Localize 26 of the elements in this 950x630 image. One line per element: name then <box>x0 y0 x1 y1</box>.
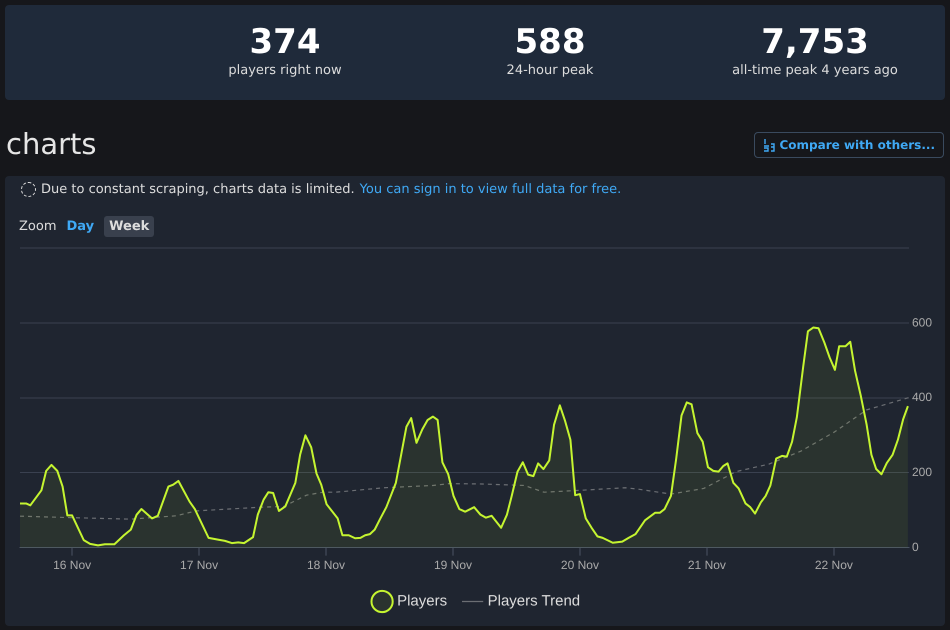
text: 588 <box>514 22 586 62</box>
y-tick-label: 600 <box>912 315 932 330</box>
text: Week <box>104 216 154 237</box>
text: Zoom <box>19 219 56 234</box>
text: 7,753 <box>760 22 870 62</box>
x-tick-label: 19 Nov <box>434 558 472 572</box>
text: You can sign in to view full data for free. <box>360 182 622 197</box>
y-tick-label: 400 <box>912 390 932 404</box>
x-tick-label: 17 Nov <box>180 558 218 572</box>
y-tick-label: 200 <box>912 465 932 480</box>
x-tick-label: 21 Nov <box>688 558 726 572</box>
x-tick-label: 16 Nov <box>53 558 92 572</box>
chart-title: charts <box>6 127 96 161</box>
y-tick-label: 0 <box>912 540 919 554</box>
x-tick-label: 22 Nov <box>814 558 853 572</box>
text: Due to constant scraping, charts data is limited. <box>41 182 355 197</box>
x-tick-label: 20 Nov <box>560 558 599 572</box>
text: all-time peak 4 years ago <box>731 63 899 78</box>
x-tick-label: 18 Nov <box>307 558 346 572</box>
text: 24-hour peak <box>506 63 594 78</box>
text: Compare with others... <box>779 138 935 152</box>
legend-label: Players <box>397 592 448 610</box>
legend-label: Players Trend <box>488 592 580 610</box>
text: Day <box>66 219 94 234</box>
text: 374 <box>248 22 322 62</box>
text: players right now <box>227 63 343 78</box>
